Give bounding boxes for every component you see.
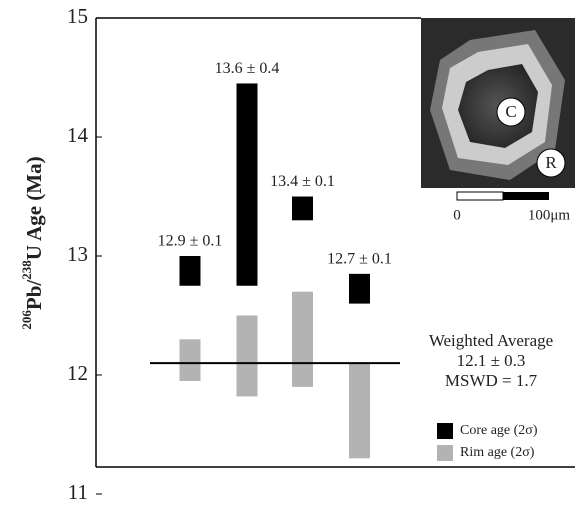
y-tick-label: 12 [67, 361, 88, 385]
inset-rim-label: R [545, 153, 557, 172]
bar [349, 363, 370, 459]
inset-core-label: C [505, 102, 516, 121]
y-axis-label: 206Pb/238U Age (Ma) [19, 156, 46, 329]
legend-label: Core age (2σ) [460, 423, 538, 438]
y-tick-label: 13 [67, 242, 88, 266]
legend-swatch [437, 423, 453, 439]
data-label: 13.4 ± 0.1 [270, 173, 335, 190]
data-label: 12.9 ± 0.1 [158, 233, 223, 250]
y-tick-label: 15 [67, 4, 88, 28]
bar [236, 83, 258, 286]
bar [292, 196, 313, 221]
bar [292, 291, 313, 387]
y-tick-label: 14 [67, 123, 89, 147]
data-label: 12.7 ± 0.1 [327, 251, 392, 268]
scale-start: 0 [453, 207, 461, 223]
inset-image: C R 0 100μm [421, 18, 575, 223]
data-label: 13.6 ± 0.4 [215, 60, 280, 77]
legend-label: Rim age (2σ) [460, 445, 535, 460]
bar [179, 339, 201, 381]
legend-swatch [437, 445, 453, 461]
scale-end: 100μm [528, 207, 571, 223]
bar [349, 273, 370, 304]
weighted-average-text: Weighted Average [429, 331, 553, 350]
y-tick-label: 11 [68, 480, 88, 504]
bar [236, 315, 258, 397]
weighted-average-text: 12.1 ± 0.3 [457, 351, 526, 370]
weighted-average-text: MSWD = 1.7 [445, 371, 538, 390]
bar [179, 256, 201, 286]
